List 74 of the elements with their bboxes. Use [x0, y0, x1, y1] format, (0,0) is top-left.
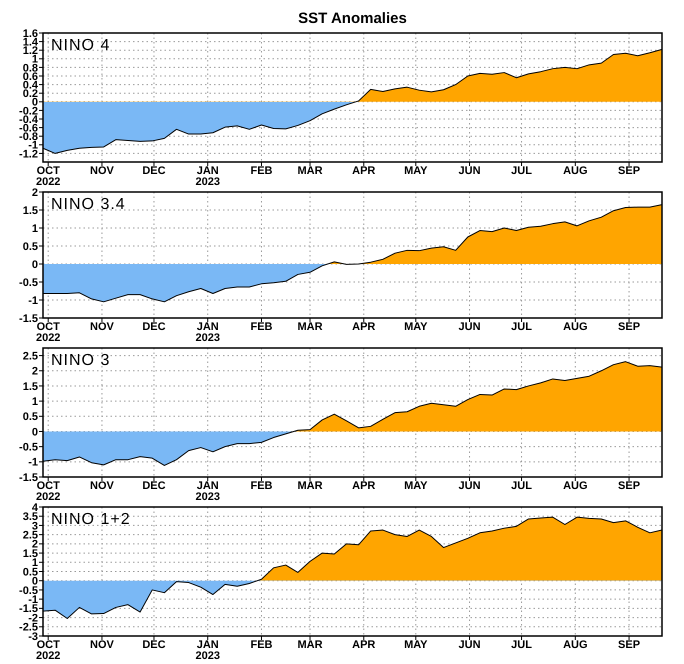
- x-tick-label: DEC: [142, 639, 166, 651]
- x-tick-label: JUL: [511, 321, 532, 333]
- x-tick-label: OCT 2022: [36, 165, 60, 188]
- y-tick-label: 0: [32, 426, 38, 438]
- y-tick-label: 1: [32, 222, 38, 235]
- x-tick-label: MAY: [404, 639, 428, 651]
- x-tick-label: FEB: [250, 321, 273, 333]
- x-tick-label: JAN 2023: [195, 480, 220, 503]
- x-tick-label: APR: [352, 321, 376, 333]
- y-tick-label: 1.5: [22, 380, 38, 393]
- y-tick-label: 0: [32, 258, 38, 271]
- chart-title: NINO 4: [51, 37, 110, 54]
- x-tick-label: AUG: [563, 480, 588, 492]
- y-tick-label: 2: [32, 186, 38, 199]
- x-tick-label: JUN: [458, 639, 481, 651]
- x-tick-label: NOV: [90, 639, 115, 651]
- x-tick-label: SEP: [618, 480, 640, 492]
- x-tick-label: SEP: [618, 321, 640, 333]
- y-tick-label: -0.5: [19, 276, 38, 289]
- x-tick-label: JUL: [511, 165, 532, 177]
- x-tick-label: DEC: [142, 480, 166, 492]
- y-tick-label: 2.5: [22, 350, 38, 362]
- x-tick-label: MAY: [404, 321, 428, 333]
- x-tick-label: JUN: [458, 321, 481, 333]
- x-tick-label: OCT 2022: [36, 639, 60, 662]
- x-tick-label: JUN: [458, 480, 481, 492]
- x-tick-label: JAN 2023: [195, 321, 220, 344]
- x-tick-label: OCT 2022: [36, 480, 60, 503]
- y-tick-label: -0.5: [19, 441, 38, 454]
- x-tick-label: FEB: [250, 165, 273, 177]
- y-tick-label: -1.5: [19, 312, 38, 325]
- x-tick-label: FEB: [250, 480, 273, 492]
- y-tick-label: -1.2: [19, 148, 38, 160]
- x-tick-label: JAN 2023: [195, 639, 220, 662]
- y-tick-label: 1: [32, 396, 38, 408]
- x-tick-label: MAR: [297, 321, 323, 333]
- x-tick-label: NOV: [90, 165, 115, 177]
- x-tick-label: DEC: [142, 165, 166, 177]
- y-tick-label: 1.5: [22, 204, 38, 217]
- x-tick-label: NOV: [90, 321, 115, 333]
- x-tick-label: JUL: [511, 639, 532, 651]
- x-tick-label: APR: [352, 480, 376, 492]
- x-tick-label: AUG: [563, 321, 588, 333]
- x-tick-label: JUN: [458, 165, 481, 177]
- x-tick-label: MAR: [297, 480, 323, 492]
- x-tick-label: MAY: [404, 480, 428, 492]
- x-tick-label: OCT 2022: [36, 321, 60, 344]
- x-tick-label: APR: [352, 165, 376, 177]
- x-tick-label: MAY: [404, 165, 428, 177]
- chart-title: NINO 3: [51, 352, 110, 369]
- x-tick-label: SEP: [618, 165, 640, 177]
- x-tick-label: NOV: [90, 480, 115, 492]
- x-tick-label: MAR: [297, 639, 323, 651]
- y-tick-label: 2: [32, 366, 38, 378]
- y-tick-label: -1: [28, 456, 38, 469]
- chart-title: NINO 3.4: [51, 196, 126, 213]
- chart-title: NINO 1+2: [51, 511, 131, 528]
- y-tick-label: -3: [28, 630, 38, 643]
- y-tick-label: 0.5: [22, 240, 38, 253]
- text: SST Anomalies: [298, 10, 407, 27]
- y-tick-label: -1: [28, 294, 38, 307]
- y-tick-label: 2.5: [22, 529, 38, 542]
- x-tick-label: DEC: [142, 321, 166, 333]
- x-tick-label: MAR: [297, 165, 323, 177]
- y-tick-label: 0.5: [22, 411, 38, 424]
- x-tick-label: AUG: [563, 639, 588, 651]
- y-tick-label: 1.5: [22, 548, 38, 560]
- y-tick-label: -1.5: [19, 472, 38, 484]
- x-tick-label: APR: [352, 639, 376, 651]
- x-tick-label: FEB: [250, 639, 273, 651]
- x-tick-label: SEP: [618, 639, 640, 651]
- x-tick-label: JUL: [511, 480, 532, 492]
- x-tick-label: AUG: [563, 165, 588, 177]
- x-tick-label: JAN 2023: [195, 165, 220, 188]
